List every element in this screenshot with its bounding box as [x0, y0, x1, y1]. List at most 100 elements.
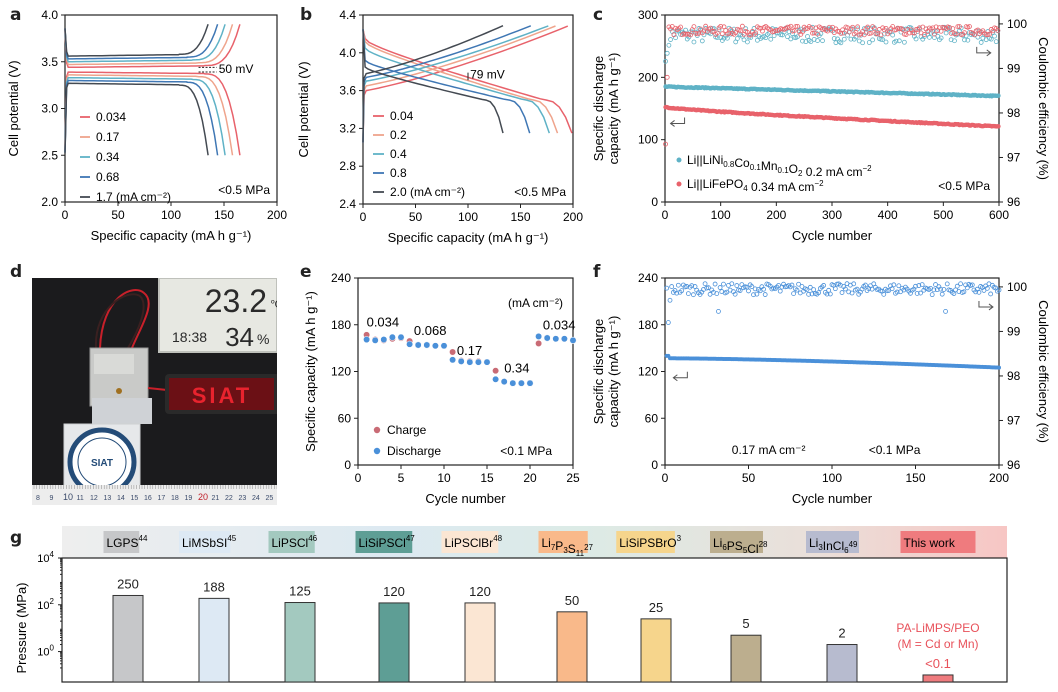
ce-point — [751, 292, 756, 298]
category-chip-LGPS — [103, 531, 140, 553]
ce-point — [943, 308, 948, 314]
x-tick-label: 0 — [62, 208, 69, 222]
ruler-number: 15 — [131, 495, 139, 502]
ce-point-lfp — [800, 29, 805, 35]
red-wire — [99, 289, 150, 349]
legend-label-discharge: Discharge — [387, 444, 441, 458]
ce-point-lfp — [853, 29, 859, 35]
y-axis-label: Cell potential (V) — [6, 60, 21, 156]
y2-tick-label: 98 — [1007, 369, 1021, 383]
y-tick-label: 60 — [338, 411, 352, 425]
ce-point — [839, 290, 845, 295]
ce-point — [931, 287, 937, 293]
discharge-curve-0.34 — [64, 76, 226, 156]
ce-point — [939, 291, 945, 297]
holder-grill — [94, 354, 134, 374]
bar-value-label-Li6PS5Cl: 5 — [742, 616, 749, 631]
ce-point-lfp — [791, 28, 797, 34]
condition-label: <0.5 MPa — [938, 179, 990, 193]
bar-This work — [922, 674, 954, 683]
humidity-readout: 34 — [225, 322, 254, 352]
ce-point-lfp — [950, 26, 956, 32]
annotation-line1: PA-LiMPS/PEO — [896, 621, 979, 635]
ce-point-lfp — [861, 32, 867, 38]
ce-point — [832, 286, 838, 292]
category-label-LiPSCl: LiPSCl46 — [272, 534, 318, 550]
discharge-curve-0.68 — [64, 79, 219, 156]
bar-LiPSClBr — [464, 602, 496, 683]
discharge-point — [517, 379, 525, 387]
discharge-point — [560, 335, 568, 343]
x-tick-label: 0 — [662, 471, 669, 485]
charge-curve-0.4 — [362, 25, 549, 143]
ce-point — [821, 283, 827, 288]
ce-point-lfp — [930, 25, 936, 31]
legend-label-charge: Charge — [387, 423, 427, 437]
x-tick-label: 15 — [480, 471, 494, 485]
ce-point-ncm — [922, 34, 927, 39]
ce-point — [981, 288, 987, 293]
y-tick-label: 0 — [344, 458, 351, 472]
ce-point — [996, 287, 1002, 293]
bar-value-label-Li7P3S11: 50 — [565, 593, 579, 608]
ce-point-lfp — [728, 27, 734, 33]
ce-point-lfp — [972, 32, 977, 38]
ce-point — [919, 282, 925, 287]
ce-point-lfp — [719, 31, 725, 37]
y-axis-label: Pressure (MPa) — [14, 582, 29, 673]
x-tick-label: 50 — [409, 210, 423, 224]
ce-point — [762, 292, 768, 297]
ruler — [32, 485, 277, 505]
y-axis-label: Cell potential (V) — [296, 61, 311, 157]
x-tick-label: 600 — [989, 208, 1009, 222]
ruler-number: 21 — [212, 495, 220, 502]
ce-point-ncm — [815, 38, 820, 43]
ce-point — [938, 286, 943, 292]
condition-label: <0.5 MPa — [514, 185, 566, 199]
y-axis-label: Specific capacity (mA h g⁻¹) — [303, 291, 318, 452]
discharge-point — [363, 336, 371, 344]
discharge-point — [474, 358, 482, 366]
ce-point — [734, 283, 740, 288]
led-screen — [169, 378, 274, 410]
discharge-point — [440, 342, 448, 350]
ce-point-lfp — [952, 31, 957, 37]
ce-point-ncm — [664, 50, 670, 56]
ruler-number: 9 — [50, 495, 54, 502]
ce-point — [752, 286, 758, 292]
ce-point-lfp — [701, 28, 707, 34]
ce-point — [916, 283, 922, 288]
bar-Li6PS5Cl — [730, 634, 762, 683]
category-chip-Li7P3S11 — [538, 531, 588, 553]
ruler-number: 18 — [171, 495, 179, 502]
ce-point — [913, 283, 918, 289]
ce-point — [854, 286, 860, 292]
ce-point — [749, 284, 755, 289]
x-tick-label: 0 — [662, 208, 669, 222]
led-wire — [147, 387, 168, 391]
ce-point-lfp — [868, 30, 874, 36]
rate-label: 0.034 — [543, 317, 576, 332]
ce-point-lfp — [916, 25, 922, 31]
panel-label-b: b — [300, 5, 313, 25]
bar-Li7P3S11 — [556, 611, 588, 683]
ce-point-lfp — [962, 30, 967, 36]
discharge-curve-0.2 — [362, 29, 559, 134]
ce-point — [914, 291, 920, 296]
ce-point — [954, 283, 960, 289]
ce-point — [679, 288, 685, 294]
y-axis-label: capacity (mA h g⁻¹) — [606, 316, 621, 428]
ce-point-lfp — [900, 27, 906, 33]
discharge-point — [569, 336, 577, 344]
chart-b-voltage-profiles-ncm: 0 50 100 150 200 2.4 2.8 3.2 3.6 4.0 4.4 Specific c… — [296, 8, 583, 245]
category-chip-LiPSCl — [268, 531, 315, 553]
charge-curve-1.7 — [64, 24, 209, 57]
bar-LiMSbSI — [198, 597, 230, 683]
category-chip-LiPSClBr — [441, 531, 499, 553]
chart-f-cycling-low-pressure: 0 50 100 150 200 0 60 120 180 240 Cycle number Spec… — [591, 271, 1051, 506]
category-label-LiSiPSCl: LiSiPSCl47 — [359, 534, 416, 550]
y2-tick-label: 97 — [1007, 150, 1021, 164]
ce-point — [799, 284, 805, 289]
ce-point — [827, 291, 833, 297]
ruler-number: 17 — [158, 495, 166, 502]
